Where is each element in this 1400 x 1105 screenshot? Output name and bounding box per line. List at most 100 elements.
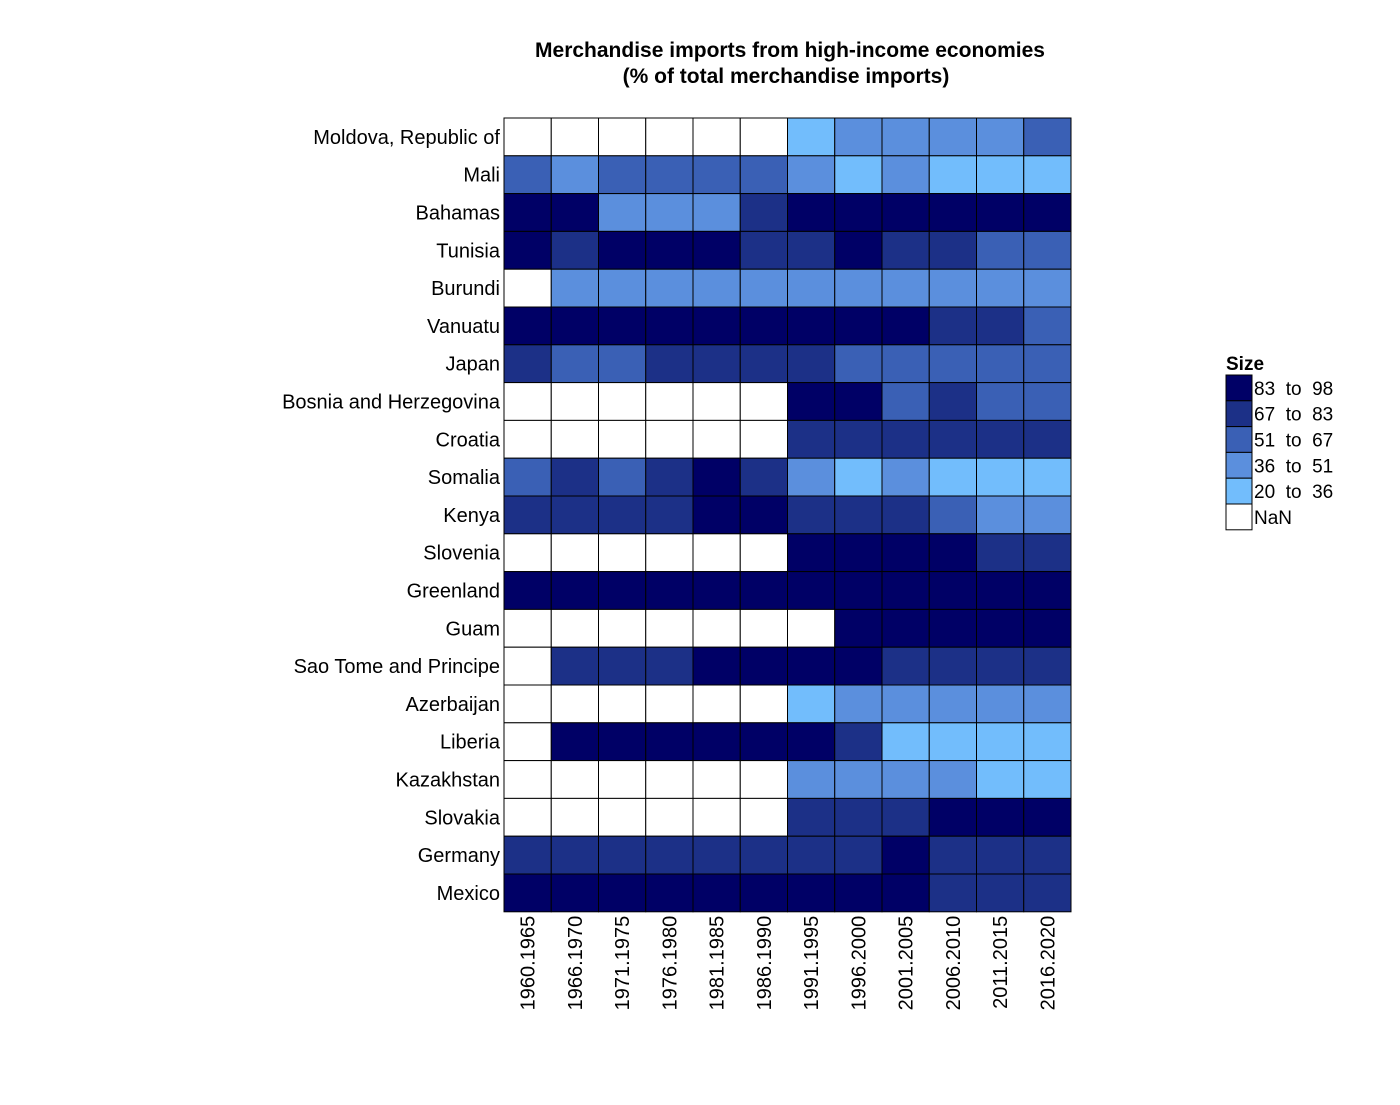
heatmap-cell <box>1023 193 1072 232</box>
heatmap-cell <box>1023 760 1072 799</box>
y-tick-label: Sao Tome and Principe <box>294 656 500 678</box>
heatmap-cell <box>503 230 552 270</box>
legend-swatch <box>1225 374 1253 402</box>
heatmap-cell <box>834 306 883 346</box>
heatmap-cell <box>692 797 741 837</box>
heatmap-cell <box>598 382 647 421</box>
heatmap-cell <box>645 155 694 195</box>
heatmap-cell <box>550 419 599 459</box>
heatmap-cell <box>976 306 1025 346</box>
heatmap-cell <box>739 835 788 875</box>
heatmap-cell <box>787 457 836 497</box>
heatmap-cell <box>976 571 1025 610</box>
heatmap-cell <box>928 495 977 535</box>
heatmap-cell <box>550 722 599 762</box>
heatmap-cell <box>598 684 647 724</box>
heatmap-cell <box>1023 306 1072 346</box>
heatmap-cell <box>550 155 599 195</box>
heatmap-cell <box>1023 230 1072 270</box>
heatmap-cell <box>881 344 930 384</box>
y-tick-label: Bosnia and Herzegovina <box>282 392 501 414</box>
heatmap-cell <box>645 117 694 157</box>
heatmap-cell <box>598 457 647 497</box>
heatmap-cell <box>645 457 694 497</box>
heatmap-cell <box>928 873 977 913</box>
y-tick-label: Greenland <box>407 581 500 603</box>
heatmap-cell <box>881 646 930 686</box>
heatmap-cell <box>787 571 836 610</box>
heatmap-cell <box>598 230 647 270</box>
heatmap-cell <box>834 268 883 308</box>
y-tick-label: Slovakia <box>424 807 500 829</box>
legend-label: 83 to 98 <box>1254 379 1333 400</box>
heatmap-cell <box>739 571 788 610</box>
heatmap-cell <box>787 684 836 724</box>
heatmap-cell <box>881 760 930 799</box>
x-tick-label: 2011.2015 <box>990 916 1012 1009</box>
heatmap-cell <box>692 344 741 384</box>
heatmap-cell <box>550 193 599 232</box>
heatmap-cell <box>550 873 599 913</box>
heatmap-cell <box>928 306 977 346</box>
heatmap-cell <box>598 306 647 346</box>
heatmap-cell <box>787 835 836 875</box>
heatmap-cell <box>645 835 694 875</box>
y-tick-label: Moldova, Republic of <box>313 127 500 149</box>
heatmap-cell <box>834 382 883 421</box>
heatmap-cell <box>881 797 930 837</box>
heatmap-cell <box>598 495 647 535</box>
heatmap-cell <box>692 684 741 724</box>
heatmap-cell <box>976 722 1025 762</box>
heatmap-cell <box>692 571 741 610</box>
heatmap-cell <box>976 268 1025 308</box>
heatmap-cell <box>928 797 977 837</box>
x-tick-label: 1981.1985 <box>707 916 729 1011</box>
heatmap-cell <box>1023 571 1072 610</box>
x-tick-label: 2006.2010 <box>943 916 965 1011</box>
heatmap-cell <box>598 193 647 232</box>
heatmap-cell <box>834 684 883 724</box>
heatmap-cell <box>928 155 977 195</box>
heatmap-cell <box>1023 268 1072 308</box>
x-tick-label: 1971.1975 <box>612 916 634 1011</box>
heatmap-cell <box>928 382 977 421</box>
heatmap-cell <box>692 646 741 686</box>
heatmap-cell <box>645 306 694 346</box>
heatmap-cell <box>503 457 552 497</box>
legend-label: 20 to 36 <box>1254 482 1333 503</box>
heatmap-cell <box>787 344 836 384</box>
heatmap-cell <box>692 193 741 232</box>
x-axis-labels: 1960.1965 1966.1970 1971.1975 1976.1980 1981… <box>518 916 1060 1011</box>
heatmap-cell <box>834 457 883 497</box>
legend-swatch <box>1225 426 1253 453</box>
heatmap-cell <box>598 419 647 459</box>
heatmap-cell <box>692 268 741 308</box>
heatmap-cell <box>834 571 883 610</box>
legend-label: 36 to 51 <box>1254 456 1333 477</box>
heatmap-cell <box>834 193 883 232</box>
heatmap-cell <box>928 684 977 724</box>
heatmap-cell <box>928 533 977 573</box>
heatmap-cell <box>881 419 930 459</box>
heatmap-cell <box>881 533 930 573</box>
y-tick-label: Germany <box>418 845 500 867</box>
y-tick-label: Slovenia <box>423 543 501 565</box>
heatmap-cell <box>881 684 930 724</box>
heatmap-cell <box>928 117 977 157</box>
x-tick-label: 1976.1980 <box>659 916 681 1011</box>
heatmap-cell <box>503 155 552 195</box>
heatmap-cell <box>692 495 741 535</box>
heatmap-cell <box>503 760 552 799</box>
heatmap-cell <box>692 457 741 497</box>
heatmap-cell <box>739 722 788 762</box>
heatmap-cell <box>645 722 694 762</box>
heatmap-cell <box>787 230 836 270</box>
heatmap-cell <box>787 495 836 535</box>
heatmap-cell <box>787 760 836 799</box>
heatmap-cell <box>976 684 1025 724</box>
heatmap-cell <box>787 268 836 308</box>
heatmap-cell <box>645 797 694 837</box>
heatmap-cell <box>645 533 694 573</box>
heatmap-cell <box>787 419 836 459</box>
heatmap-cell <box>787 646 836 686</box>
